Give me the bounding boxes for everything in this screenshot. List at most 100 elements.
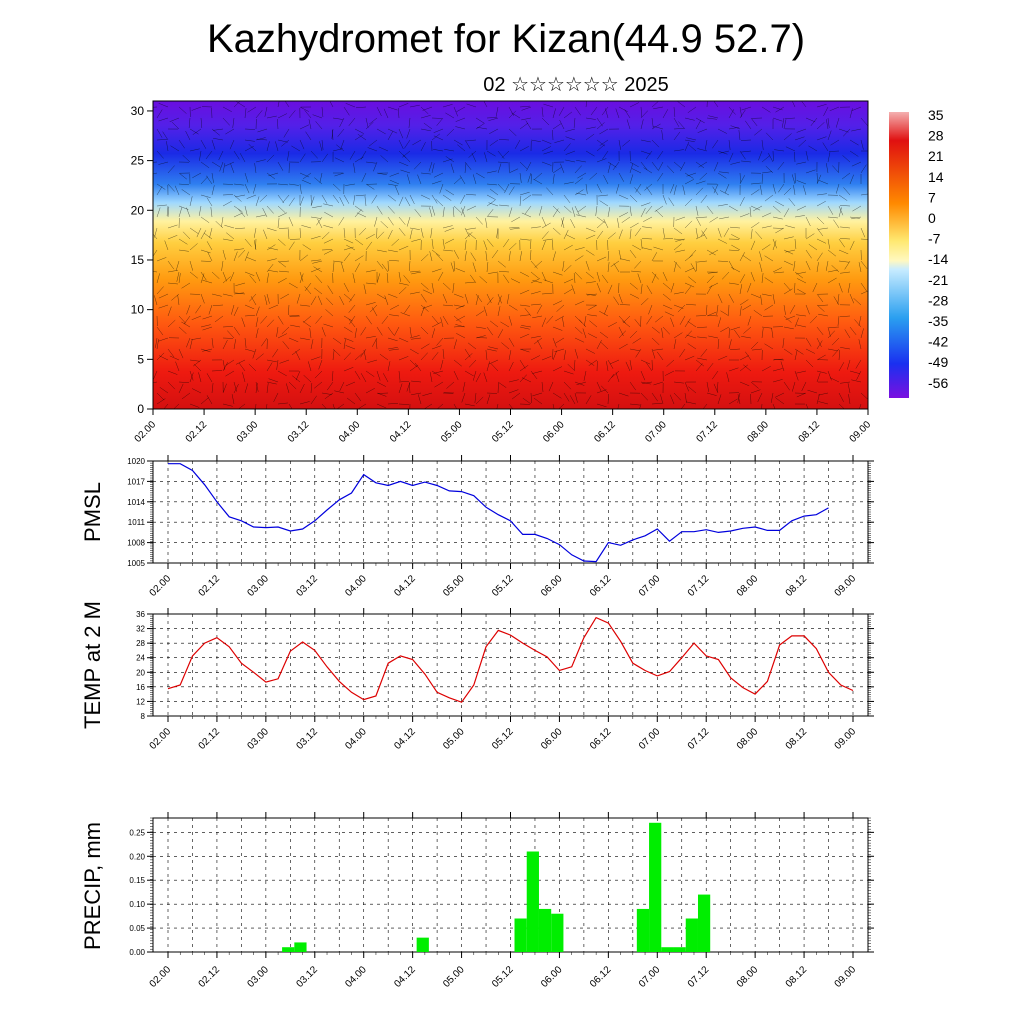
wind-barb: [299, 106, 309, 112]
wind-barb: [816, 354, 826, 361]
wind-barb: [595, 205, 598, 216]
colorbar-label: -49: [928, 354, 948, 370]
wind-barb: [464, 163, 467, 174]
wind-barb: [313, 266, 323, 273]
wind-barb: [460, 194, 466, 204]
wind-barb: [442, 304, 453, 307]
wind-barb: [153, 271, 158, 273]
wind-barb: [634, 227, 642, 237]
colorbar-label: 14: [928, 169, 944, 185]
wind-barb: [348, 318, 356, 328]
wind-barb: [288, 337, 299, 343]
x-tick-label: 06.00: [539, 726, 565, 752]
wind-barb: [486, 262, 489, 273]
wind-barb: [475, 310, 485, 317]
wind-barb: [760, 295, 763, 306]
wind-barb: [175, 260, 180, 271]
wind-barb: [164, 240, 169, 251]
wind-barb: [321, 139, 324, 150]
chart-title: Kazhydromet for Kizan(44.9 52.7): [207, 17, 805, 61]
wind-barb: [775, 397, 785, 405]
y-tick-label: 0.20: [129, 852, 145, 861]
wind-barb: [851, 128, 862, 132]
x-tick-label: 05.12: [490, 726, 516, 752]
wind-barb: [670, 317, 675, 328]
wind-barb: [563, 265, 572, 273]
wind-barb: [660, 394, 664, 405]
wind-barb: [661, 130, 664, 141]
wind-barb: [213, 128, 224, 131]
x-tick-label: 04.00: [343, 964, 369, 990]
wind-barb: [730, 226, 741, 229]
wind-barb: [310, 196, 315, 207]
wind-barb: [255, 306, 260, 317]
wind-barb: [808, 244, 818, 251]
wind-barb: [188, 117, 191, 128]
wind-barb: [644, 183, 653, 191]
wind-barb: [700, 194, 708, 204]
wind-barb: [739, 197, 745, 207]
wind-barb: [352, 273, 356, 284]
wind-barb: [156, 286, 164, 295]
wind-barb: [321, 106, 324, 117]
wind-barb: [207, 251, 213, 262]
wind-barb: [563, 205, 572, 213]
wind-barb: [833, 219, 840, 229]
wind-barb: [622, 315, 631, 324]
wind-barb: [541, 222, 551, 229]
wind-barb: [314, 381, 323, 389]
wind-barb: [646, 186, 653, 196]
y-tick-label: 25: [131, 154, 145, 168]
wind-barb: [338, 216, 345, 226]
wind-barb: [618, 392, 629, 397]
wind-barb: [409, 364, 419, 372]
wind-barb: [827, 117, 830, 128]
wind-barb: [827, 348, 838, 352]
wind-barb: [618, 282, 620, 293]
wind-barb: [369, 117, 378, 125]
x-tick-label: 02.00: [148, 573, 174, 599]
wind-barb: [238, 403, 246, 409]
x-tick-label: 04.12: [392, 964, 418, 990]
wind-barb: [376, 260, 384, 269]
wind-barb: [253, 183, 257, 194]
wind-barb: [576, 214, 587, 218]
wind-barb: [673, 185, 677, 196]
wind-barb: [816, 174, 822, 185]
wind-barb: [198, 372, 202, 383]
y-tick-label: 20: [131, 203, 145, 217]
wind-barb: [314, 370, 323, 379]
wind-barb: [546, 187, 554, 196]
wind-barb: [398, 216, 406, 225]
wind-barb: [585, 101, 588, 108]
wind-barb: [574, 392, 578, 403]
wind-barb: [793, 185, 796, 196]
wind-barb: [475, 295, 479, 306]
wind-barb: [739, 284, 743, 295]
wind-barb: [552, 271, 563, 276]
wind-barb: [552, 240, 554, 251]
wind-barb: [844, 260, 851, 270]
wind-barb: [288, 241, 295, 251]
wind-barb: [354, 255, 364, 262]
wind-barb: [706, 362, 714, 372]
wind-barb: [268, 270, 279, 273]
wind-barb: [669, 394, 675, 405]
wind-barb: [288, 216, 294, 227]
wind-barb: [552, 208, 559, 218]
wind-barb: [244, 108, 247, 119]
wind-barb: [211, 185, 215, 196]
wind-barb: [709, 249, 719, 256]
wind-barb: [796, 161, 807, 165]
wind-barb: [257, 138, 268, 141]
wind-barb: [612, 161, 620, 171]
wind-barb: [709, 216, 719, 223]
wind-barb: [332, 262, 335, 273]
wind-barb: [240, 153, 246, 163]
wind-barb: [838, 362, 845, 372]
wind-barb: [431, 315, 439, 324]
wind-barb: [717, 172, 727, 179]
wind-barb: [235, 292, 246, 295]
wind-barb: [686, 401, 697, 405]
wind-barb: [615, 183, 620, 194]
